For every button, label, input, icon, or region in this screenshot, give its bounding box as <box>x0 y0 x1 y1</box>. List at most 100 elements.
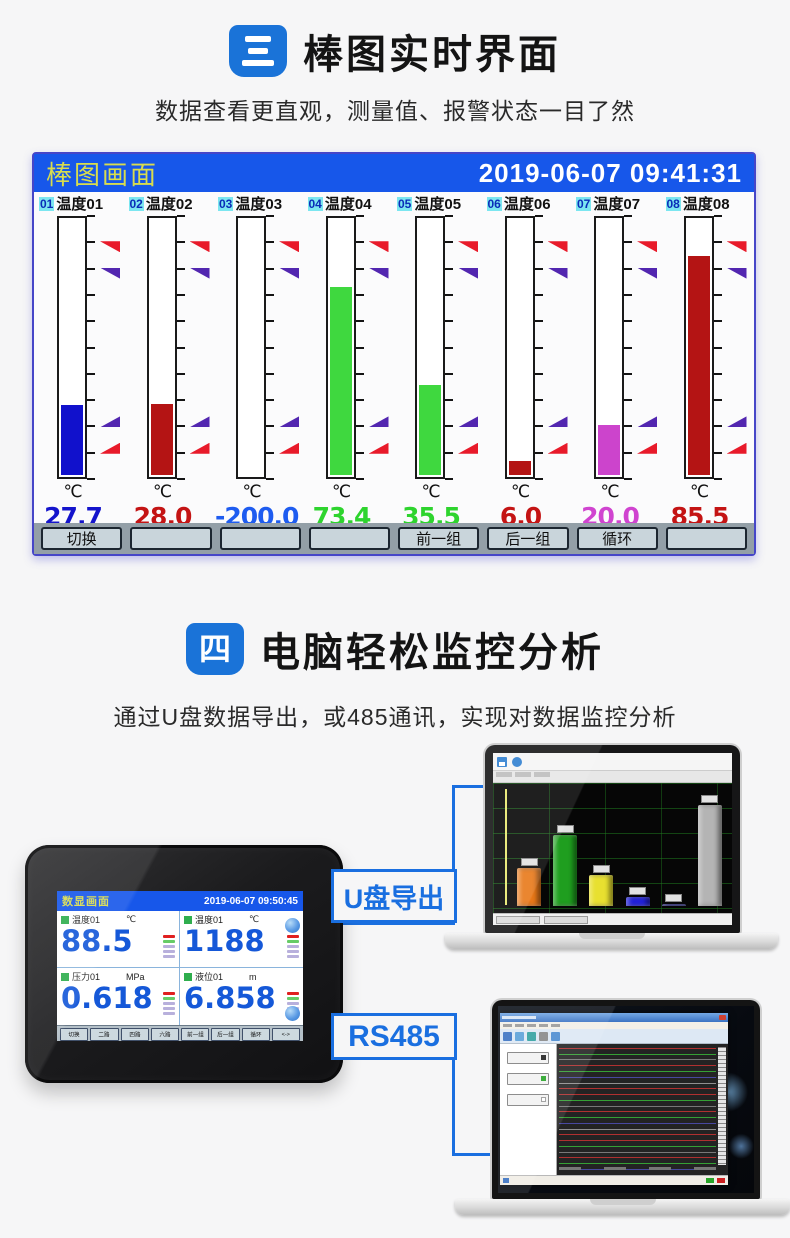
cycle-button[interactable]: 循环 <box>576 527 658 550</box>
tick-mark <box>355 267 364 270</box>
alarm-low-low-marker-icon <box>368 442 389 454</box>
tick-mark <box>355 399 364 402</box>
alarm-low-low-marker-icon <box>547 442 568 454</box>
tick-mark <box>624 346 632 349</box>
tick-mark <box>87 346 95 349</box>
section4-subtitle: 通过U盘数据导出，或485通讯，实现对数据监控分析 <box>113 704 677 730</box>
section3-subtitle: 数据查看更直观，测量值、报警状态一目了然 <box>155 98 635 124</box>
alarm-low-marker-icon <box>100 416 120 428</box>
alarm-low-low-marker-icon <box>458 442 478 454</box>
trend-line <box>559 1168 716 1170</box>
device-cell-2: 温度01 ℃ 1188 <box>180 911 303 968</box>
bargraph-datetime: 2019-06-07 09:41:31 <box>478 157 742 188</box>
tick-mark <box>176 372 185 375</box>
channel-number-badge: 03 <box>218 197 234 211</box>
bar-gauge-ch01: 01 温度01 ℃ 27.7 <box>36 194 126 531</box>
toolbar <box>500 1029 728 1044</box>
panel-button <box>507 1052 549 1064</box>
bar-gauge-ch02: 02 温度02 ℃ 28.0 <box>126 194 216 531</box>
alarm-low-low-marker-icon <box>726 442 747 454</box>
tick-mark <box>445 293 453 296</box>
device-cell-1: 温度01 ℃ 88.5 <box>57 911 180 968</box>
tick-mark <box>445 267 453 270</box>
trend-line <box>559 1128 716 1130</box>
rs485-port-dot-icon <box>285 1006 300 1021</box>
bar-gauge-ch04: 04 温度04 ℃ 73.4 <box>305 194 395 531</box>
blank-button-4[interactable] <box>665 527 747 550</box>
cell-name: 压力01 <box>72 970 100 983</box>
tick-mark <box>87 293 95 296</box>
tick-mark <box>266 293 274 296</box>
tick-mark <box>713 346 722 349</box>
usb-export-label: U盘导出 <box>331 869 457 923</box>
switch-button[interactable]: 切换 <box>41 527 123 550</box>
save-icon <box>497 756 507 767</box>
tick-mark <box>87 267 95 270</box>
gauge-tube <box>236 216 266 479</box>
cell-name: 温度01 <box>195 913 223 926</box>
tick-mark <box>176 241 185 244</box>
tick-mark <box>624 478 632 480</box>
channel-name: 温度03 <box>235 196 283 213</box>
tick-mark <box>713 215 722 217</box>
channel-name: 温度01 <box>56 196 104 213</box>
alarm-low-low-marker-icon <box>279 442 299 454</box>
tick-mark <box>534 372 543 375</box>
alarm-high-marker-icon <box>458 267 478 279</box>
tick-mark <box>534 241 543 244</box>
trend-line <box>559 1094 716 1096</box>
bar-gauge-ch07: 07 温度07 ℃ 20.0 <box>573 194 663 531</box>
alarm-high-high-marker-icon <box>547 241 568 253</box>
cell-name: 温度01 <box>72 913 100 926</box>
tick-mark <box>534 399 543 402</box>
tick-mark <box>176 267 185 270</box>
tick-mark <box>355 293 364 296</box>
tick-mark <box>176 399 185 402</box>
usb-connector-line <box>452 785 455 925</box>
alarm-low-marker-icon <box>458 416 478 428</box>
tick-mark <box>445 241 453 244</box>
section4-header: 四 电脑轻松监控分析 <box>0 620 790 678</box>
blank-button-2[interactable] <box>219 527 301 550</box>
tick-mark <box>266 320 274 323</box>
prev-group-button[interactable]: 前一组 <box>398 527 480 550</box>
channel-name: 温度06 <box>503 196 551 213</box>
channel-name: 温度08 <box>682 196 730 213</box>
next-group-button[interactable]: 后一组 <box>487 527 569 550</box>
channel-tag-icon <box>184 972 192 981</box>
tick-mark <box>445 215 453 217</box>
usb-connector-line <box>292 922 453 925</box>
side-panel <box>500 1044 557 1175</box>
gauge-fill <box>598 425 620 475</box>
tick-mark <box>87 399 95 402</box>
device-cell-3: 压力01 MPa 0.618 <box>57 968 180 1025</box>
gauge-unit: ℃ <box>152 482 173 501</box>
gauge-tube <box>57 216 87 479</box>
alarm-low-marker-icon <box>547 416 568 428</box>
bar-value-tag <box>629 886 647 895</box>
device-button-row: 切换 二路 四路 六路 前一组 后一组 循环 <-> <box>57 1025 303 1041</box>
bar-value-tag <box>556 824 574 833</box>
gauge-tube <box>504 216 535 479</box>
tick-mark <box>713 425 722 428</box>
tick-mark <box>624 451 632 454</box>
trend-line <box>559 1059 716 1061</box>
blank-button-1[interactable] <box>130 527 212 550</box>
rs485-label: RS485 <box>331 1013 457 1060</box>
tick-mark <box>266 425 274 428</box>
channel-tag-icon <box>61 915 69 924</box>
chart-bars <box>511 791 728 906</box>
alarm-low-marker-icon <box>726 416 747 428</box>
device-screen-title: 数显画面 <box>62 893 110 909</box>
tick-mark <box>266 267 274 270</box>
blank-button-3[interactable] <box>308 527 390 550</box>
tick-mark <box>713 241 722 244</box>
tick-mark <box>176 293 185 296</box>
bar-gauge-ch06: 06 温度06 ℃ 6.0 <box>484 194 574 531</box>
tick-mark <box>87 241 95 244</box>
bar-value-tag <box>520 858 538 867</box>
tick-mark <box>176 425 185 428</box>
rs485-connector-line <box>452 1013 455 1156</box>
toolbar-icon <box>539 1031 548 1041</box>
tick-mark <box>266 215 274 217</box>
